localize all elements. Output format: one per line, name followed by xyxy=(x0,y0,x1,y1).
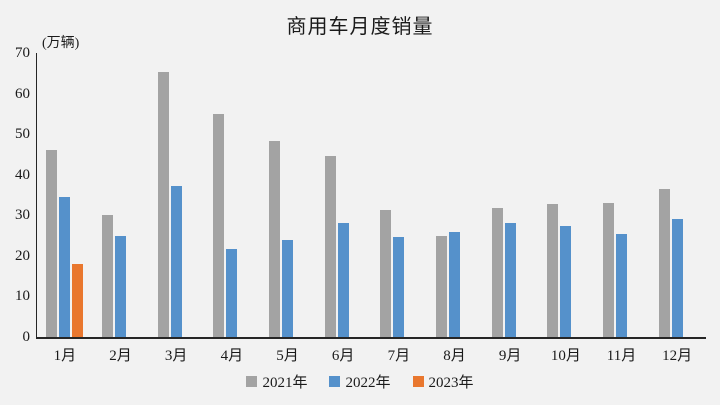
y-tick-label: 20 xyxy=(15,247,30,264)
y-tick-label: 60 xyxy=(15,85,30,102)
bar-2022年-7月 xyxy=(393,237,405,337)
x-tick-label: 11月 xyxy=(606,348,637,364)
legend-swatch-icon xyxy=(246,376,258,387)
legend-label: 2023年 xyxy=(428,375,474,391)
bar-group-5月 xyxy=(269,141,306,337)
legend-swatch-icon xyxy=(329,376,341,387)
x-tick-label: 7月 xyxy=(387,348,411,364)
bar-2022年-1月 xyxy=(59,197,71,337)
bar-group-2月 xyxy=(102,215,139,337)
chart-title: 商用车月度销量 xyxy=(286,16,434,38)
legend: 2021年 2022年 2023年 xyxy=(0,371,720,392)
bar-2022年-2月 xyxy=(115,235,126,337)
bar-2022年-5月 xyxy=(282,239,293,337)
x-tick-label: 4月 xyxy=(220,348,244,364)
bar-group-8月 xyxy=(436,231,473,337)
bar-group-9月 xyxy=(491,208,529,337)
legend-item-2022年: 2022年 xyxy=(329,371,391,392)
x-tick-label: 1月 xyxy=(53,348,77,364)
bar-2022年-4月 xyxy=(226,248,238,337)
bar-2021年-5月 xyxy=(269,141,280,337)
bar-2021年-12月 xyxy=(658,189,670,337)
x-tick-label: 6月 xyxy=(331,348,355,364)
bar-2022年-9月 xyxy=(504,223,516,337)
bar-2022年-12月 xyxy=(671,218,683,337)
plot-area xyxy=(37,53,705,337)
bar-2022年-8月 xyxy=(449,231,460,337)
legend-item-2021年: 2021年 xyxy=(246,371,307,392)
legend-swatch-icon xyxy=(412,376,424,387)
y-tick-label: 0 xyxy=(22,329,31,345)
y-tick-label: 40 xyxy=(15,166,30,183)
bar-2022年-10月 xyxy=(560,225,572,337)
bar-2021年-8月 xyxy=(436,236,447,337)
x-tick-label: 10月 xyxy=(550,348,581,364)
bar-group-3月 xyxy=(157,71,195,337)
bar-group-12月 xyxy=(658,189,696,337)
bar-2021年-9月 xyxy=(491,208,503,337)
legend-label: 2022年 xyxy=(345,375,391,391)
x-tick-label: 9月 xyxy=(498,348,522,364)
x-tick-label: 8月 xyxy=(443,348,466,364)
bar-2021年-4月 xyxy=(213,113,225,337)
x-axis-line xyxy=(36,337,706,339)
bar-2021年-2月 xyxy=(102,215,113,337)
x-tick-label: 12月 xyxy=(662,348,693,364)
x-tick-label: 3月 xyxy=(164,348,188,364)
x-tick-label: 2月 xyxy=(109,348,132,364)
y-tick-label: 10 xyxy=(15,288,30,305)
bar-2021年-1月 xyxy=(46,150,58,337)
y-axis-unit-label: (万辆) xyxy=(42,36,80,51)
y-axis-line xyxy=(36,53,37,338)
legend-item-2023年: 2023年 xyxy=(412,371,474,392)
bar-2023年-1月 xyxy=(72,263,84,337)
bar-2021年-11月 xyxy=(603,203,614,337)
y-tick-label: 30 xyxy=(15,207,30,224)
bar-group-1月 xyxy=(46,150,84,337)
bar-group-7月 xyxy=(380,210,417,337)
bar-group-11月 xyxy=(603,203,640,337)
bar-2022年-6月 xyxy=(337,222,349,337)
bar-group-4月 xyxy=(213,113,250,337)
bar-group-6月 xyxy=(324,156,362,337)
y-tick-label: 50 xyxy=(15,126,30,143)
bar-2021年-3月 xyxy=(157,71,169,337)
bar-2021年-6月 xyxy=(324,156,336,337)
y-tick-label: 70 xyxy=(15,45,30,61)
legend-label: 2021年 xyxy=(262,375,308,391)
bar-group-10月 xyxy=(547,204,584,337)
bar-2022年-3月 xyxy=(170,186,182,337)
bar-2022年-11月 xyxy=(616,233,627,337)
bar-2021年-7月 xyxy=(380,210,392,337)
bar-2021年-10月 xyxy=(547,204,559,337)
x-tick-label: 5月 xyxy=(276,348,299,364)
